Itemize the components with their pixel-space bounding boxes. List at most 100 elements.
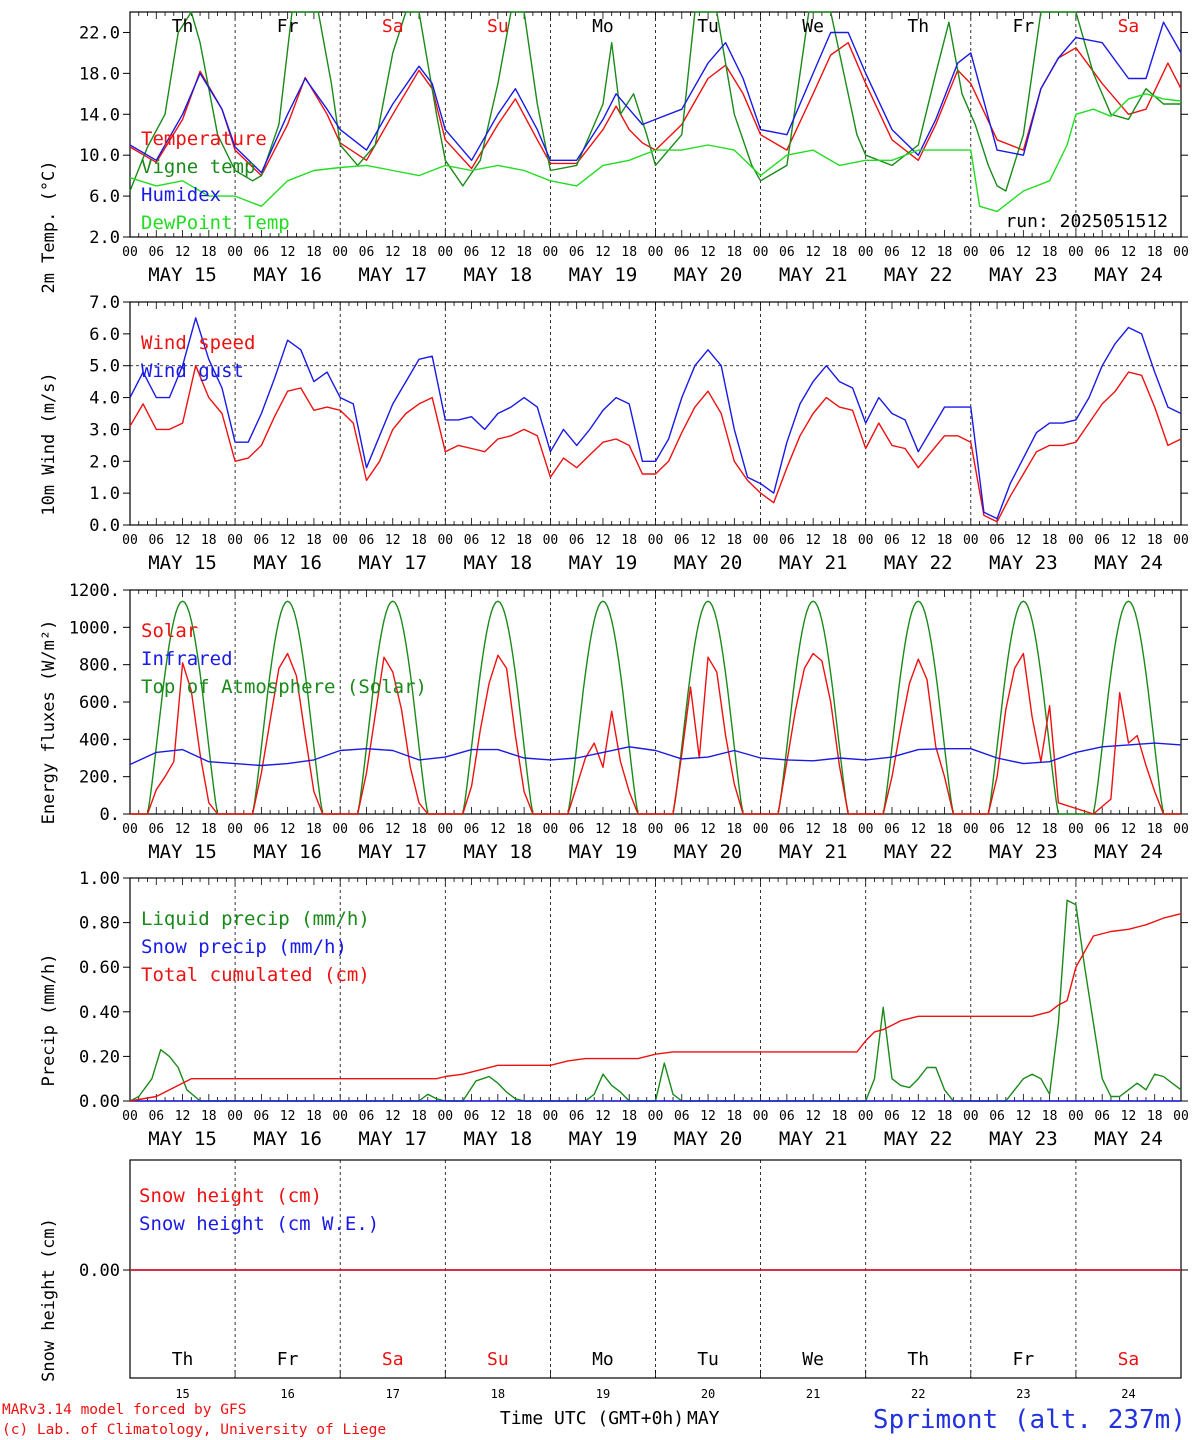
weekday-label: Th [172, 16, 194, 37]
date-label: MAY 18 [464, 1128, 533, 1150]
date-label: MAY 24 [1094, 1128, 1163, 1150]
date-label: MAY 23 [989, 841, 1058, 863]
hour-tick-label: 12 [1121, 822, 1137, 837]
hour-tick-label: 06 [359, 533, 375, 548]
hour-tick-label: 18 [516, 1109, 532, 1124]
hour-tick-label: 06 [779, 822, 795, 837]
hour-tick-label: 18 [832, 1109, 848, 1124]
y-tick-label: 200. [79, 768, 120, 788]
hour-tick-label: 18 [1147, 1109, 1163, 1124]
hour-tick-label: 00 [963, 245, 979, 260]
date-label: MAY 19 [569, 264, 638, 286]
date-label: MAY 17 [358, 552, 427, 574]
hour-tick-label: 18 [621, 533, 637, 548]
hour-tick-label: 00 [332, 822, 348, 837]
hour-tick-label: 18 [411, 245, 427, 260]
y-tick-label: 6.0 [89, 187, 120, 207]
date-label: MAY 19 [569, 552, 638, 574]
hour-tick-label: 18 [306, 245, 322, 260]
hour-tick-label: 00 [753, 822, 769, 837]
hour-tick-label: 12 [700, 822, 716, 837]
weekday-label: We [802, 1349, 824, 1370]
hour-tick-label: 06 [989, 245, 1005, 260]
weekday-label: We [802, 16, 824, 37]
hour-tick-label: 18 [621, 245, 637, 260]
date-label: MAY 15 [148, 841, 217, 863]
hour-tick-label: 12 [490, 245, 506, 260]
hour-tick-label: 06 [148, 822, 164, 837]
hour-tick-label: 18 [516, 533, 532, 548]
date-label: MAY 23 [989, 1128, 1058, 1150]
hour-tick-label: 00 [963, 533, 979, 548]
y-axis-label: Precip (mm/h) [39, 953, 59, 1086]
hour-tick-label: 12 [910, 822, 926, 837]
weekday-label: Th [907, 16, 929, 37]
hour-tick-label: 12 [1016, 1109, 1032, 1124]
hour-tick-label: 06 [254, 245, 270, 260]
y-tick-label: 800. [79, 656, 120, 676]
hour-tick-label: 18 [411, 1109, 427, 1124]
hour-tick-label: 00 [543, 245, 559, 260]
hour-tick-label: 12 [595, 245, 611, 260]
hour-tick-label: 06 [148, 245, 164, 260]
y-tick-label: 1.00 [79, 869, 120, 889]
hour-tick-label: 06 [674, 822, 690, 837]
date-label: MAY 16 [253, 1128, 322, 1150]
date-label: MAY 24 [1094, 552, 1163, 574]
y-tick-label: 1000. [69, 618, 120, 638]
hour-tick-label: 00 [1068, 1109, 1084, 1124]
date-label: MAY 16 [253, 264, 322, 286]
y-tick-label: 2.0 [89, 228, 120, 248]
series-line-infrared [129, 742, 1182, 767]
date-label: MAY 23 [989, 264, 1058, 286]
hour-tick-label: 00 [1173, 533, 1189, 548]
hour-tick-label: 12 [595, 1109, 611, 1124]
y-tick-label: 0.20 [79, 1047, 120, 1067]
hour-tick-label: 00 [227, 1109, 243, 1124]
hour-tick-label: 06 [674, 1109, 690, 1124]
hour-tick-label: 12 [175, 245, 191, 260]
series-line-humidex [129, 21, 1182, 174]
run-label: run: 2025051512 [1005, 211, 1168, 232]
y-tick-label: 1200. [69, 581, 120, 601]
legend-entry: Temperature [141, 128, 267, 150]
month-label: MAY [687, 1408, 720, 1429]
hour-tick-label: 12 [1016, 822, 1032, 837]
hour-tick-label: 18 [726, 533, 742, 548]
date-label: MAY 22 [884, 552, 953, 574]
date-label: MAY 23 [989, 552, 1058, 574]
day-number-label: 18 [491, 1387, 505, 1401]
hour-tick-label: 12 [595, 822, 611, 837]
hour-tick-label: 12 [1121, 1109, 1137, 1124]
hour-tick-label: 00 [648, 822, 664, 837]
hour-tick-label: 12 [910, 1109, 926, 1124]
hour-tick-label: 12 [1016, 533, 1032, 548]
hour-tick-label: 18 [621, 1109, 637, 1124]
chart-panels: 00 06 12 18 00 06 12 18 00 06 12 18 00 06 12 18 00 06 12 18… [39, 11, 1189, 1401]
y-axis-label: Energy fluxes (W/m²) [39, 620, 59, 825]
hour-tick-label: 18 [201, 245, 217, 260]
hour-tick-label: 00 [753, 245, 769, 260]
hour-tick-label: 06 [359, 245, 375, 260]
hour-tick-label: 18 [201, 533, 217, 548]
weekday-label: Su [487, 1349, 509, 1370]
hour-tick-label: 18 [726, 245, 742, 260]
weekday-label: Th [907, 1349, 929, 1370]
date-label: MAY 17 [358, 1128, 427, 1150]
hour-tick-label: 06 [254, 822, 270, 837]
hour-tick-label: 06 [779, 245, 795, 260]
series-line-vigne-temp [129, 11, 1181, 192]
hour-tick-label: 06 [779, 533, 795, 548]
date-label: MAY 17 [358, 841, 427, 863]
hour-tick-label: 18 [726, 822, 742, 837]
hour-tick-label: 06 [1094, 245, 1110, 260]
hour-tick-label: 12 [280, 822, 296, 837]
hour-tick-label: 00 [227, 822, 243, 837]
legend-entry: Infrared [141, 648, 233, 670]
date-label: MAY 21 [779, 264, 848, 286]
weekday-label: Th [172, 1349, 194, 1370]
hour-tick-label: 12 [1121, 533, 1137, 548]
weekday-label: Sa [382, 1349, 404, 1370]
hour-tick-label: 18 [937, 533, 953, 548]
series-line-wind-speed [129, 365, 1182, 523]
